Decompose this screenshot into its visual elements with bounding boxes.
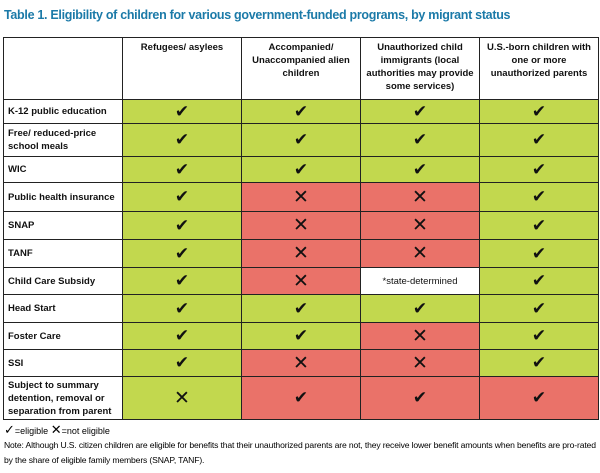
x-icon: ✕ bbox=[241, 182, 361, 212]
check-icon: ✔ bbox=[241, 99, 361, 124]
column-header: Accompanied/ Unaccompanied alien childre… bbox=[241, 37, 361, 100]
row-label: Subject to summary detention, removal or… bbox=[3, 376, 123, 420]
row-label: Child Care Subsidy bbox=[3, 267, 123, 295]
check-icon: ✔ bbox=[479, 294, 599, 323]
column-header: Unauthorized child immigrants (local aut… bbox=[360, 37, 480, 100]
check-icon: ✔ bbox=[122, 123, 242, 157]
check-icon: ✔ bbox=[479, 182, 599, 212]
column-header: Refugees/ asylees bbox=[122, 37, 242, 100]
legend-eligible: =eligible bbox=[14, 426, 49, 436]
check-icon: ✔ bbox=[479, 267, 599, 295]
table-row: Head Start ✔ ✔ ✔ ✔ bbox=[3, 294, 599, 323]
check-icon: ✔ bbox=[360, 156, 480, 183]
footnote: Note: Although U.S. citizen children are… bbox=[4, 440, 596, 465]
check-icon: ✓ bbox=[4, 422, 15, 437]
x-icon: ✕ bbox=[360, 182, 480, 212]
x-icon: ✕ bbox=[360, 322, 480, 350]
x-icon: ✕ bbox=[241, 349, 361, 377]
table-row: Foster Care ✔ ✔ ✕ ✔ bbox=[3, 322, 599, 350]
table-row: K-12 public education ✔ ✔ ✔ ✔ bbox=[3, 99, 599, 124]
table-row: SSI ✔ ✕ ✕ ✔ bbox=[3, 349, 599, 377]
check-icon: ✔ bbox=[360, 123, 480, 157]
row-label: SSI bbox=[3, 349, 123, 377]
legend: ✓=eligible ✕=not eligible bbox=[4, 422, 110, 438]
table-row: Child Care Subsidy ✔ ✕ *state-determined ✔ bbox=[3, 267, 599, 295]
table-row: Free/ reduced-price school meals ✔ ✔ ✔ ✔ bbox=[3, 123, 599, 157]
check-icon: ✔ bbox=[241, 294, 361, 323]
table-row: Public health insurance ✔ ✕ ✕ ✔ bbox=[3, 182, 599, 212]
check-icon: ✔ bbox=[479, 376, 599, 420]
check-icon: ✔ bbox=[479, 239, 599, 268]
legend-not-eligible: =not eligible bbox=[61, 426, 110, 436]
row-label: Public health insurance bbox=[3, 182, 123, 212]
check-icon: ✔ bbox=[360, 294, 480, 323]
check-icon: ✔ bbox=[122, 294, 242, 323]
x-icon: ✕ bbox=[360, 211, 480, 240]
check-icon: ✔ bbox=[360, 99, 480, 124]
x-icon: ✕ bbox=[241, 267, 361, 295]
row-label: Head Start bbox=[3, 294, 123, 323]
row-label: WIC bbox=[3, 156, 123, 183]
check-icon: ✔ bbox=[122, 322, 242, 350]
x-icon: ✕ bbox=[360, 239, 480, 268]
eligibility-table: Refugees/ asylees Accompanied/ Unaccompa… bbox=[3, 37, 599, 420]
check-icon: ✔ bbox=[479, 99, 599, 124]
table-row: TANF ✔ ✕ ✕ ✔ bbox=[3, 239, 599, 268]
check-icon: ✔ bbox=[241, 156, 361, 183]
x-icon: ✕ bbox=[50, 422, 62, 437]
check-icon: ✔ bbox=[479, 322, 599, 350]
column-header bbox=[3, 37, 123, 100]
check-icon: ✔ bbox=[122, 182, 242, 212]
table-title: Table 1. Eligibility of children for var… bbox=[4, 8, 511, 22]
check-icon: ✔ bbox=[479, 156, 599, 183]
row-label: SNAP bbox=[3, 211, 123, 240]
row-label: Foster Care bbox=[3, 322, 123, 350]
check-icon: ✔ bbox=[122, 267, 242, 295]
check-icon: ✔ bbox=[122, 211, 242, 240]
x-icon: ✕ bbox=[122, 376, 242, 420]
row-label: TANF bbox=[3, 239, 123, 268]
x-icon: ✕ bbox=[241, 211, 361, 240]
table-row: SNAP ✔ ✕ ✕ ✔ bbox=[3, 211, 599, 240]
cell-text: *state-determined bbox=[360, 267, 480, 295]
check-icon: ✔ bbox=[241, 322, 361, 350]
x-icon: ✕ bbox=[360, 349, 480, 377]
check-icon: ✔ bbox=[122, 99, 242, 124]
check-icon: ✔ bbox=[479, 211, 599, 240]
table-row: Subject to summary detention, removal or… bbox=[3, 376, 599, 420]
table-row: WIC ✔ ✔ ✔ ✔ bbox=[3, 156, 599, 183]
row-label: K-12 public education bbox=[3, 99, 123, 124]
row-label: Free/ reduced-price school meals bbox=[3, 123, 123, 157]
check-icon: ✔ bbox=[122, 239, 242, 268]
check-icon: ✔ bbox=[122, 156, 242, 183]
column-header: U.S.-born children with one or more unau… bbox=[479, 37, 599, 100]
x-icon: ✕ bbox=[241, 239, 361, 268]
check-icon: ✔ bbox=[360, 376, 480, 420]
check-icon: ✔ bbox=[479, 349, 599, 377]
check-icon: ✔ bbox=[241, 123, 361, 157]
check-icon: ✔ bbox=[241, 376, 361, 420]
check-icon: ✔ bbox=[122, 349, 242, 377]
header-row: Refugees/ asylees Accompanied/ Unaccompa… bbox=[3, 37, 599, 100]
check-icon: ✔ bbox=[479, 123, 599, 157]
